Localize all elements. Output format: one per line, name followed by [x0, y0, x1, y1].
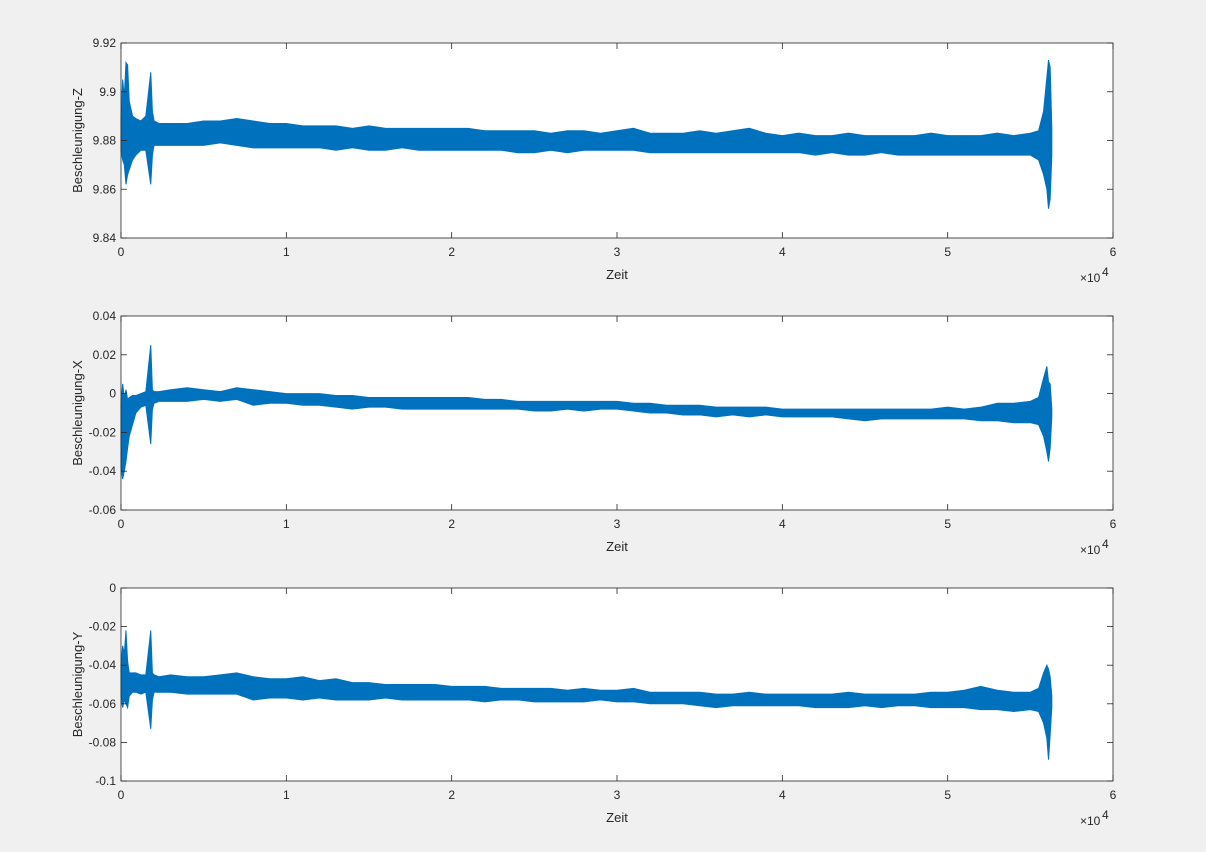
x-axis-label: Zeit	[606, 810, 628, 825]
y-tick-label: 0.04	[93, 309, 117, 323]
x-multiplier-exponent: 4	[1102, 265, 1109, 279]
x-tick-label: 3	[614, 788, 621, 802]
y-tick-label: 0.02	[93, 348, 117, 362]
x-tick-label: 3	[614, 517, 621, 531]
signal-band	[120, 59, 1053, 209]
y-tick-label: 0	[109, 581, 116, 595]
x-tick-label: 1	[283, 517, 290, 531]
x-tick-label: 4	[779, 517, 786, 531]
x-tick-label: 5	[944, 245, 951, 259]
x-tick-label: 6	[1110, 788, 1117, 802]
x-tick-label: 2	[448, 788, 455, 802]
y-tick-label: 9.9	[99, 85, 116, 99]
x-multiplier: ×10	[1080, 814, 1101, 828]
x-tick-label: 4	[779, 788, 786, 802]
y-axis-label: Beschleunigung-Z	[70, 88, 85, 193]
x-tick-label: 1	[283, 788, 290, 802]
y-tick-label: -0.08	[89, 735, 117, 749]
x-tick-label: 1	[283, 245, 290, 259]
y-tick-label: -0.02	[89, 620, 117, 634]
x-tick-label: 0	[118, 788, 125, 802]
x-multiplier: ×10	[1080, 543, 1101, 557]
y-tick-label: 9.84	[93, 231, 117, 245]
x-tick-label: 2	[448, 517, 455, 531]
y-tick-label: 0	[109, 387, 116, 401]
y-tick-label: 9.86	[93, 182, 117, 196]
x-tick-label: 6	[1110, 245, 1117, 259]
x-tick-label: 4	[779, 245, 786, 259]
y-axis-label: Beschleunigung-X	[70, 360, 85, 466]
x-tick-label: 5	[944, 517, 951, 531]
x-tick-label: 0	[118, 245, 125, 259]
y-tick-label: 9.92	[93, 36, 117, 50]
y-tick-label: 9.88	[93, 134, 117, 148]
signal-band	[120, 345, 1053, 480]
y-tick-label: -0.06	[89, 503, 117, 517]
y-tick-label: -0.04	[89, 658, 117, 672]
x-tick-label: 2	[448, 245, 455, 259]
y-tick-label: -0.1	[95, 774, 116, 788]
x-tick-label: 0	[118, 517, 125, 531]
y-tick-label: -0.04	[89, 464, 117, 478]
x-multiplier: ×10	[1080, 271, 1101, 285]
x-axis-label: Zeit	[606, 267, 628, 282]
y-axis-label: Beschleunigung-Y	[70, 631, 85, 737]
y-tick-label: -0.02	[89, 425, 117, 439]
x-axis-label: Zeit	[606, 539, 628, 554]
x-tick-label: 3	[614, 245, 621, 259]
x-multiplier-exponent: 4	[1102, 537, 1109, 551]
signal-band	[120, 630, 1053, 760]
y-tick-label: -0.06	[89, 697, 117, 711]
x-multiplier-exponent: 4	[1102, 808, 1109, 822]
x-tick-label: 5	[944, 788, 951, 802]
x-tick-label: 6	[1110, 517, 1117, 531]
